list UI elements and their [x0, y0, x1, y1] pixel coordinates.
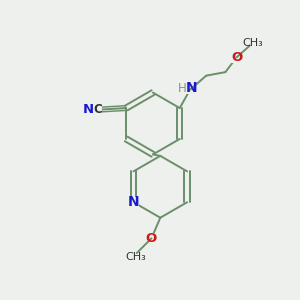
FancyBboxPatch shape [231, 52, 242, 63]
FancyBboxPatch shape [174, 82, 194, 94]
Text: CH₃: CH₃ [125, 253, 146, 262]
Text: N: N [83, 103, 94, 116]
FancyBboxPatch shape [93, 105, 102, 114]
Text: O: O [146, 232, 157, 245]
Text: N: N [128, 195, 139, 209]
Text: O: O [231, 51, 242, 64]
Text: H: H [178, 82, 187, 95]
FancyBboxPatch shape [128, 197, 139, 208]
Text: N: N [186, 81, 197, 95]
Text: C: C [93, 103, 102, 116]
FancyBboxPatch shape [146, 233, 157, 244]
Text: CH₃: CH₃ [242, 38, 263, 48]
FancyBboxPatch shape [84, 105, 93, 114]
